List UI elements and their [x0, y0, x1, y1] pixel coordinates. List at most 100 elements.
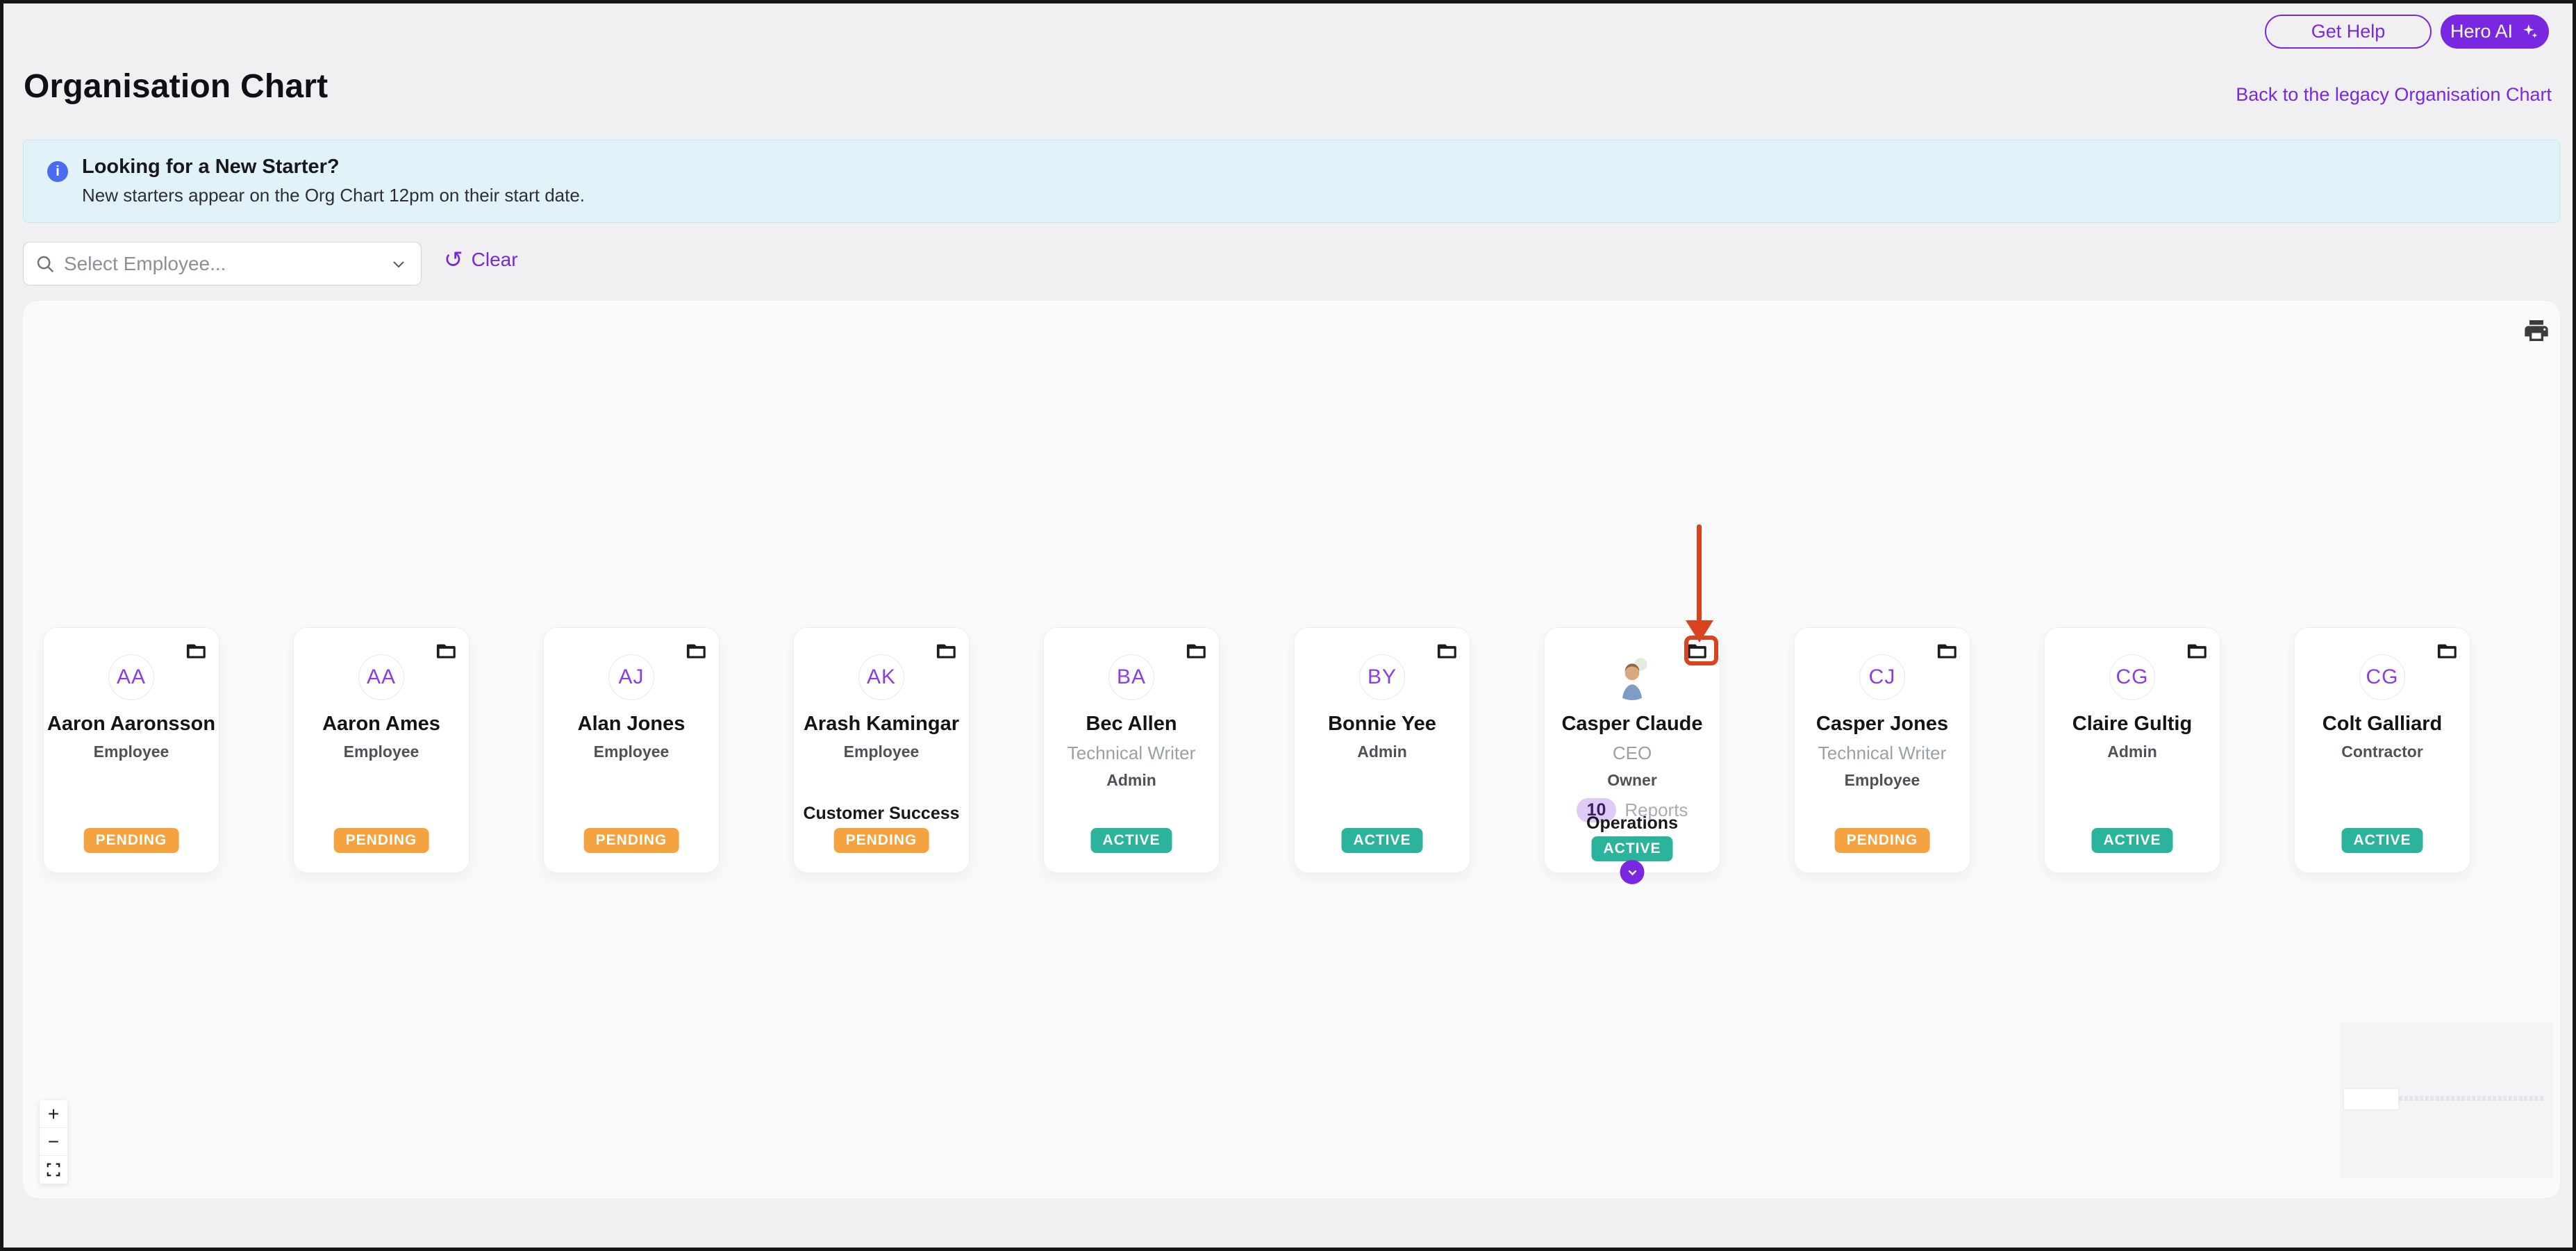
employee-card[interactable]: AA Aaron Aaronsson Employee — [43, 627, 219, 873]
open-folder-icon[interactable] — [185, 642, 206, 660]
open-folder-icon[interactable] — [1186, 642, 1206, 660]
reports-count: 10 Reports — [1576, 798, 1688, 822]
avatar-initials: CG — [2116, 665, 2149, 688]
employee-name: Colt Galliard — [2322, 713, 2443, 735]
status-badge: ACTIVE — [1341, 828, 1423, 853]
minimap-node — [2487, 1096, 2491, 1101]
clear-selection-button[interactable]: ↺ Clear — [444, 248, 518, 271]
minimap-node — [2461, 1096, 2465, 1101]
org-chart-canvas[interactable]: AA Aaron Aaronsson Employee — [23, 301, 2560, 1198]
employee-card[interactable]: CJ Casper Jones Technical Writer Employe… — [1794, 627, 1970, 873]
open-folder-icon[interactable] — [2436, 642, 2457, 660]
minimap-node — [2534, 1096, 2538, 1101]
open-folder-icon[interactable] — [1686, 642, 1707, 660]
status-badge: PENDING — [1834, 828, 1930, 853]
employee-card[interactable]: CG Claire Gultig Admin — [2044, 627, 2220, 873]
hero-ai-button[interactable]: Hero AI — [2441, 15, 2549, 49]
employee-card[interactable]: CG Colt Galliard Contractor — [2294, 627, 2470, 873]
employee-role: Technical Writer — [1818, 743, 1947, 763]
employee-department: Operations — [1586, 813, 1678, 833]
avatar-initials: AA — [366, 665, 397, 688]
reports-label: Reports — [1624, 800, 1688, 820]
employee-card[interactable]: Casper Claude CEO Owner 10 Reports Opera… — [1544, 627, 1720, 884]
avatar: CG — [2109, 654, 2155, 700]
page-title: Organisation Chart — [24, 68, 329, 105]
avatar: AA — [358, 654, 404, 700]
employee-select[interactable]: Select Employee... — [23, 242, 422, 285]
minimap-node — [2477, 1096, 2481, 1101]
status-badge: ACTIVE — [1591, 836, 1673, 861]
chevron-down-icon — [1628, 870, 1636, 875]
employee-access-level: Admin — [1106, 771, 1156, 789]
employee-card[interactable]: BA Bec Allen Technical Writer Admin — [1043, 627, 1220, 873]
avatar: CJ — [1859, 654, 1905, 700]
employee-access-level: Employee — [93, 743, 169, 761]
employee-name: Bonnie Yee — [1328, 713, 1436, 735]
minimap-node — [2399, 1096, 2402, 1101]
get-help-button[interactable]: Get Help — [2265, 15, 2432, 49]
employee-role: CEO — [1612, 743, 1652, 763]
profile-photo — [1609, 654, 1655, 700]
legacy-org-chart-link[interactable]: Back to the legacy Organisation Chart — [2236, 84, 2552, 105]
avatar: AJ — [608, 654, 654, 700]
minimap-node — [2482, 1096, 2486, 1101]
status-badge: PENDING — [833, 828, 929, 853]
avatar-initials: AJ — [618, 665, 645, 688]
minimap-viewport[interactable] — [2344, 1089, 2398, 1109]
employee-card[interactable]: BY Bonnie Yee Admin A — [1294, 627, 1470, 873]
expand-reports-button[interactable] — [1620, 860, 1645, 884]
sparkles-icon — [2523, 24, 2538, 38]
status-badge: ACTIVE — [2341, 828, 2423, 853]
employee-access-level: Admin — [2107, 743, 2157, 761]
employee-name: Bec Allen — [1086, 713, 1177, 735]
hero-ai-label: Hero AI — [2450, 21, 2513, 42]
employee-access-level: Contractor — [2341, 743, 2423, 761]
minimap-node — [2508, 1096, 2512, 1101]
avatar: BA — [1108, 654, 1154, 700]
minimap-node — [2409, 1096, 2413, 1101]
minimap-node — [2529, 1096, 2533, 1101]
open-folder-icon[interactable] — [435, 642, 456, 660]
reports-count-pill: 10 — [1576, 798, 1617, 822]
employee-card[interactable]: AA Aaron Ames Employee — [293, 627, 470, 873]
annotation-arrow-line — [1697, 524, 1702, 622]
avatar-initials: CG — [2366, 665, 2399, 688]
minimap-node — [2493, 1096, 2496, 1101]
open-folder-icon[interactable] — [2186, 642, 2207, 660]
open-folder-icon[interactable] — [1436, 642, 1457, 660]
fit-view-icon — [47, 1163, 60, 1177]
print-icon — [2525, 320, 2548, 341]
employee-name: Arash Kamingar — [803, 713, 959, 735]
employee-access-level: Employee — [593, 743, 670, 761]
minimap[interactable] — [2340, 1022, 2553, 1178]
banner-title: Looking for a New Starter? — [82, 156, 340, 178]
status-badge: ACTIVE — [1090, 828, 1172, 853]
employee-card[interactable]: AJ Alan Jones Employee — [543, 627, 720, 873]
minimap-node — [2498, 1096, 2502, 1101]
search-icon — [37, 256, 54, 272]
print-button[interactable] — [2521, 316, 2552, 347]
zoom-in-button[interactable]: + — [40, 1100, 67, 1128]
open-folder-icon[interactable] — [1936, 642, 1957, 660]
open-folder-icon[interactable] — [936, 642, 956, 660]
avatar: CG — [2359, 654, 2405, 700]
minimap-node — [2456, 1096, 2460, 1101]
employee-department: Customer Success — [803, 804, 960, 823]
status-badge: PENDING — [83, 828, 179, 853]
minimap-node — [2539, 1096, 2543, 1101]
zoom-out-button[interactable]: − — [40, 1128, 67, 1156]
employee-access-level: Employee — [843, 743, 920, 761]
avatar-initials: BA — [1116, 665, 1147, 688]
employee-card[interactable]: AK Arash Kamingar Employee C — [793, 627, 970, 873]
open-folder-icon[interactable] — [685, 642, 706, 660]
minimap-node — [2414, 1096, 2418, 1101]
fit-view-button[interactable] — [40, 1156, 67, 1184]
employee-access-level: Employee — [1844, 771, 1920, 789]
chevron-down-icon — [393, 260, 404, 267]
minimap-node — [2524, 1096, 2527, 1101]
clear-label: Clear — [471, 248, 518, 270]
status-badge: PENDING — [583, 828, 679, 853]
zoom-controls: + − — [40, 1100, 67, 1184]
employee-name: Casper Claude — [1561, 713, 1703, 735]
avatar: BY — [1359, 654, 1405, 700]
